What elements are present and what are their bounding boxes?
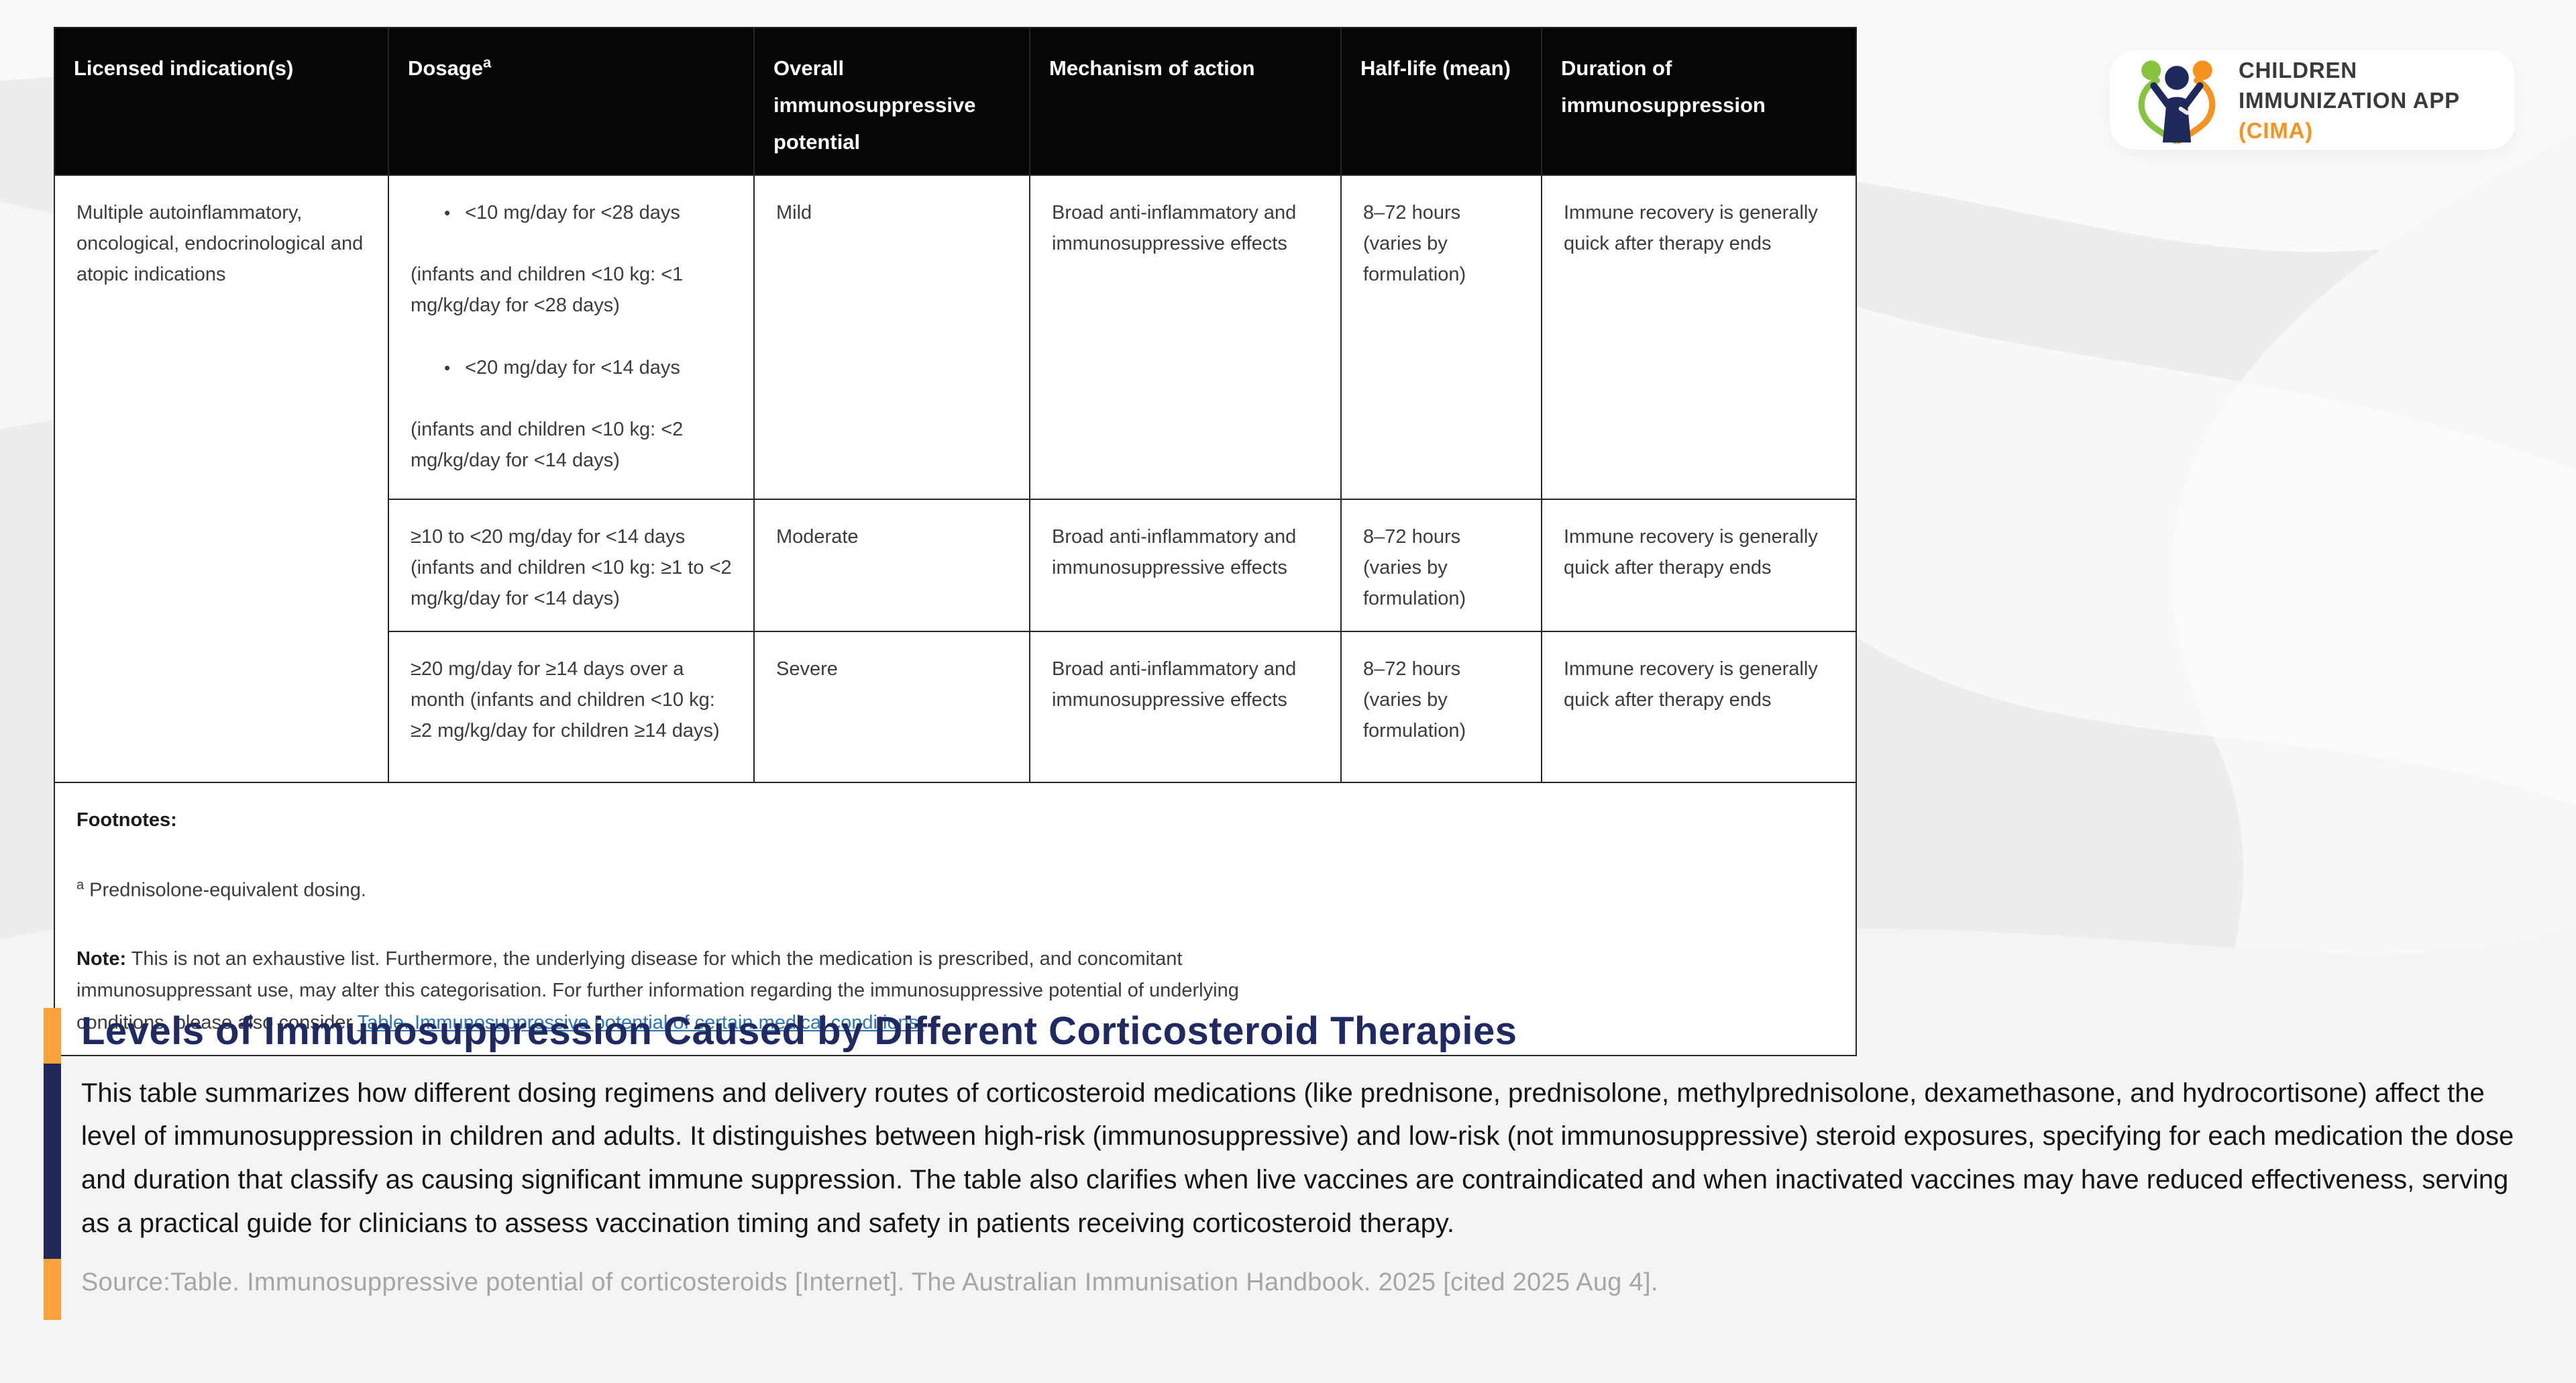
col-header-half-life: Half-life (mean) <box>1340 27 1542 176</box>
logo-title-line2: IMMUNIZATION APP (CIMA) <box>2239 87 2460 143</box>
table-row-mild: Multiple autoinflammatory, oncological, … <box>54 174 1857 783</box>
col-header-overall-potential: Overall immunosuppressive potential <box>753 27 1030 176</box>
half-life-cell: 8–72 hours (varies by formulation) <box>1340 174 1542 500</box>
potential-cell-mild: Mild <box>753 174 1030 500</box>
duration-cell: Immune recovery is generally quick after… <box>1541 630 1857 783</box>
dosage-cell-severe: ≥20 mg/day for ≥14 days over a month (in… <box>388 630 755 783</box>
description-block: This table summarizes how different dosi… <box>44 1063 2546 1259</box>
summary-section: Levels of Immunosuppression Caused by Di… <box>44 1008 2546 1320</box>
medical-conditions-table-link[interactable]: Table. Immunosuppressive potential of ce… <box>357 1011 924 1033</box>
footnotes-title: Footnotes: <box>76 809 177 831</box>
duration-cell: Immune recovery is generally quick after… <box>1541 174 1857 500</box>
source-block: Source:Table. Immunosuppressive potentia… <box>44 1258 2546 1320</box>
mechanism-cell: Broad anti-inflammatory and immunosuppre… <box>1029 174 1342 500</box>
heading-block: Levels of Immunosuppression Caused by Di… <box>44 1008 2546 1064</box>
duration-cell: Immune recovery is generally quick after… <box>1541 498 1857 632</box>
description-text: This table summarizes how different dosi… <box>81 1078 2514 1239</box>
logo-title: CHILDREN IMMUNIZATION APP (CIMA) <box>2239 55 2515 146</box>
col-header-duration: Duration of immunosuppression <box>1541 27 1857 176</box>
half-life-cell: 8–72 hours (varies by formulation) <box>1340 498 1542 632</box>
dosage-cell-mild: • <10 mg/day for <28 days (infants and ch… <box>388 174 755 500</box>
half-life-cell: 8–72 hours (varies by formulation) <box>1340 630 1542 783</box>
table-row-moderate: ≥10 to <20 mg/day for <14 days (infants … <box>54 498 1857 632</box>
potential-cell-moderate: Moderate <box>753 498 1030 632</box>
footnote-a: a Prednisolone-equivalent dosing. <box>76 878 366 901</box>
dosage-cell-moderate: ≥10 to <20 mg/day for <14 days (infants … <box>388 498 755 632</box>
col-header-mechanism: Mechanism of action <box>1029 27 1342 176</box>
dosage-bullet-item: • <10 mg/day for <28 days <box>444 197 736 228</box>
col-header-dosage: Dosagea <box>388 27 755 176</box>
cima-logo-icon <box>2138 60 2216 144</box>
mechanism-cell: Broad anti-inflammatory and immunosuppre… <box>1029 498 1342 632</box>
footnote-a-marker: a <box>76 878 85 893</box>
table-header-row: Licensed indication(s) Dosagea Overall i… <box>54 27 1857 176</box>
corticosteroid-table: Licensed indication(s) Dosagea Overall i… <box>54 27 1857 1056</box>
col-header-licensed-indications: Licensed indication(s) <box>54 27 389 176</box>
note-label: Note: <box>76 948 127 970</box>
footnotes-row: Footnotes: a Prednisolone-equivalent dos… <box>54 781 1857 1056</box>
licensed-indication-cell: Multiple autoinflammatory, oncological, … <box>54 174 389 783</box>
dosage-infant-note: (infants and children <10 kg: <1 mg/kg/d… <box>411 263 684 317</box>
footnotes-cell: Footnotes: a Prednisolone-equivalent dos… <box>54 781 1857 1056</box>
mechanism-cell: Broad anti-inflammatory and immunosuppre… <box>1029 630 1342 783</box>
page-title: Levels of Immunosuppression Caused by Di… <box>81 1009 1517 1053</box>
dosage-bullet-item: • <20 mg/day for <14 days <box>444 352 736 383</box>
dosage-infant-note: (infants and children <10 kg: <2 mg/kg/d… <box>411 419 684 472</box>
bullet-icon: • <box>444 357 451 378</box>
potential-cell-severe: Severe <box>753 630 1030 783</box>
logo-accent: (CIMA) <box>2239 117 2314 143</box>
footnote-note: Note: This is not an exhaustive list. Fu… <box>76 948 1239 1033</box>
cima-logo-card: CHILDREN IMMUNIZATION APP (CIMA) <box>2110 50 2515 150</box>
bullet-icon: • <box>444 202 451 223</box>
logo-title-line1: CHILDREN <box>2239 57 2357 83</box>
table-row-severe: ≥20 mg/day for ≥14 days over a month (in… <box>54 630 1857 783</box>
dosage-footnote-marker: a <box>482 54 492 71</box>
source-text: Source:Table. Immunosuppressive potentia… <box>81 1268 1658 1296</box>
